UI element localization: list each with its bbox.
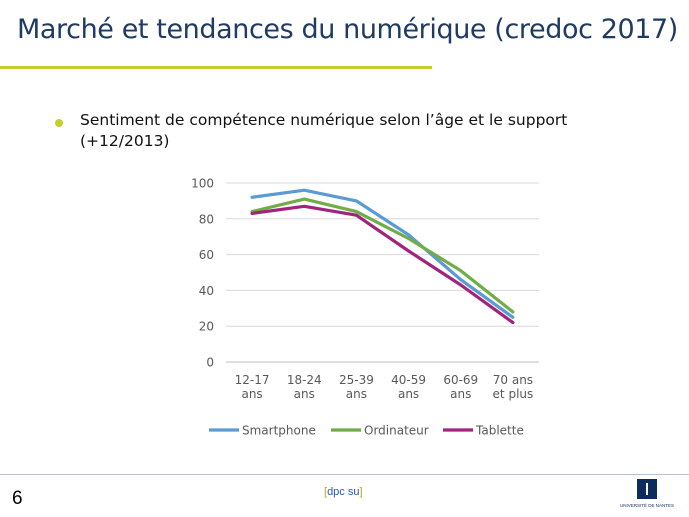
y-tick-label: 20 (199, 320, 214, 334)
x-tick-label: ans (294, 387, 315, 401)
y-tick-label: 60 (199, 248, 214, 262)
footer-tag: [dpc su] (324, 486, 363, 498)
legend-label-tablette: Tablette (475, 424, 524, 438)
title-underline (0, 66, 432, 69)
x-tick-label: 25-39 (339, 373, 374, 387)
bullet-icon (55, 119, 63, 127)
x-tick-label: et plus (493, 387, 534, 401)
series-line-smartphone (250, 188, 515, 319)
footer-divider (0, 474, 689, 475)
footer-tag-open: [ (324, 486, 328, 498)
y-tick-label: 0 (206, 356, 214, 370)
x-tick-label: ans (241, 387, 262, 401)
university-logo-icon (637, 479, 657, 499)
bullet-text: Sentiment de compétence numérique selon … (80, 111, 568, 150)
x-tick-label: 60-69 (443, 373, 478, 387)
footer-tag-close: ] (359, 486, 363, 498)
footer-tag-text: dpc su (327, 486, 360, 498)
x-tick-label: 18-24 (287, 373, 322, 387)
x-tick-label: 70 ans (493, 373, 533, 387)
university-logo-text: UNIVERSITÉ DE NANTES (619, 503, 674, 508)
legend-label-smartphone: Smartphone (242, 424, 316, 438)
x-tick-label: ans (398, 387, 419, 401)
x-tick-label: ans (346, 387, 367, 401)
series-line-ordinateur (250, 197, 515, 314)
page-number: 6 (12, 488, 23, 509)
x-tick-label: ans (450, 387, 471, 401)
series-line-tablette (250, 204, 515, 325)
x-tick-label: 40-59 (391, 373, 426, 387)
university-logo: UNIVERSITÉ DE NANTES (612, 477, 682, 513)
line-chart: 02040608010012-17ans18-24ans25-39ans40-5… (191, 177, 539, 438)
legend-label-ordinateur: Ordinateur (364, 424, 429, 438)
slide-title: Marché et tendances du numérique (credoc… (17, 14, 678, 45)
y-tick-label: 100 (191, 177, 214, 191)
y-tick-label: 40 (199, 284, 214, 298)
x-tick-label: 12-17 (235, 373, 270, 387)
y-tick-label: 80 (199, 212, 214, 226)
